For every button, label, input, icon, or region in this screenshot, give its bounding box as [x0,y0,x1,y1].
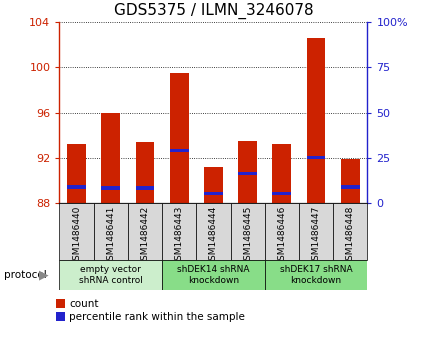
Bar [101,113,120,203]
Bar [170,73,189,203]
Bar [299,203,333,260]
Bar [265,203,299,260]
Bar [59,203,94,260]
Text: empty vector
shRNA control: empty vector shRNA control [79,265,143,285]
Title: GDS5375 / ILMN_3246078: GDS5375 / ILMN_3246078 [114,3,313,19]
Bar [341,159,360,203]
Bar [136,142,154,203]
Bar [94,203,128,260]
Bar [67,144,86,203]
Bar [162,203,196,260]
Text: GSM1486447: GSM1486447 [312,206,321,266]
Text: GSM1486443: GSM1486443 [175,206,183,266]
Text: GSM1486442: GSM1486442 [140,206,150,266]
Text: GSM1486445: GSM1486445 [243,206,252,266]
Bar [170,149,189,152]
Bar [238,172,257,175]
Bar [307,156,326,159]
Text: protocol: protocol [4,270,47,280]
Text: shDEK17 shRNA
knockdown: shDEK17 shRNA knockdown [280,265,352,285]
Bar [59,260,162,290]
Bar [265,260,367,290]
Bar [333,203,367,260]
Bar [341,185,360,188]
Text: shDEK14 shRNA
knockdown: shDEK14 shRNA knockdown [177,265,249,285]
Bar [231,203,265,260]
Bar [204,167,223,203]
Bar [272,144,291,203]
Text: GSM1486444: GSM1486444 [209,206,218,266]
Text: GSM1486440: GSM1486440 [72,206,81,266]
Bar [196,203,231,260]
Bar [204,192,223,195]
Legend: count, percentile rank within the sample: count, percentile rank within the sample [56,299,245,322]
Bar [67,185,86,188]
Text: GSM1486441: GSM1486441 [106,206,115,266]
Bar [307,38,326,203]
Bar [272,192,291,195]
Text: GSM1486448: GSM1486448 [346,206,355,266]
Bar [162,260,265,290]
Bar [101,186,120,189]
Text: ▶: ▶ [39,269,48,281]
Text: GSM1486446: GSM1486446 [277,206,286,266]
Bar [136,186,154,189]
Bar [128,203,162,260]
Bar [238,141,257,203]
